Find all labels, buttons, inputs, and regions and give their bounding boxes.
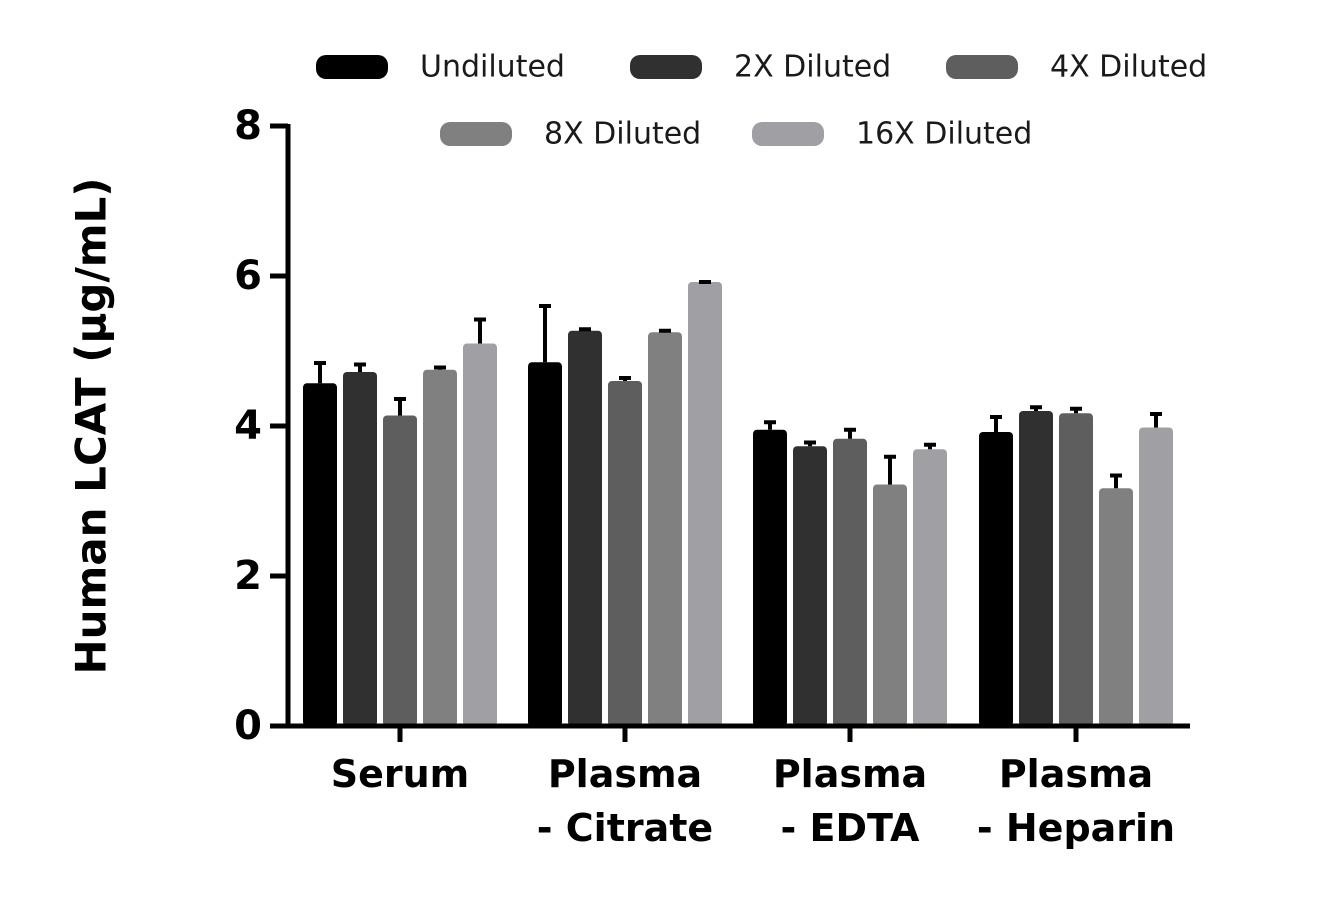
legend-label: 16X Diluted — [856, 117, 1032, 152]
bar — [343, 372, 377, 726]
bar — [833, 438, 867, 726]
bar — [648, 332, 682, 726]
bar — [793, 446, 827, 726]
legend-label: Undiluted — [420, 50, 565, 85]
bar — [568, 330, 602, 726]
legend-swatch — [752, 122, 824, 146]
x-tick-label-line: - Citrate — [537, 806, 713, 850]
bar — [463, 343, 497, 726]
y-tick-label: 8 — [234, 103, 262, 149]
legend-label: 2X Diluted — [734, 50, 891, 85]
bars — [303, 280, 1173, 726]
bar — [1059, 413, 1093, 726]
legend-swatch — [630, 55, 702, 79]
y-tick-label: 0 — [234, 703, 262, 749]
legend-label: 8X Diluted — [544, 117, 701, 152]
x-tick-label-line: - Heparin — [977, 806, 1175, 850]
bar — [979, 432, 1013, 726]
bar — [1139, 427, 1173, 726]
y-tick-label: 4 — [234, 403, 262, 449]
bar — [1099, 488, 1133, 726]
y-axis-label: Human LCAT (μg/mL) — [67, 177, 116, 674]
bar — [423, 369, 457, 726]
bar — [303, 383, 337, 726]
x-tick-label-line: Serum — [331, 752, 470, 796]
x-tick-label-line: Plasma — [999, 752, 1153, 796]
bar — [873, 484, 907, 726]
bar — [608, 381, 642, 726]
x-tick-label: Serum — [331, 752, 470, 796]
legend-swatch — [440, 122, 512, 146]
bar — [528, 362, 562, 726]
legend-label: 4X Diluted — [1050, 50, 1207, 85]
legend: Undiluted 2X Diluted 4X Diluted 8X Diluted 1… — [316, 50, 1207, 152]
y-tick-label: 2 — [234, 553, 262, 599]
x-tick-label: Plasma - EDTA — [773, 752, 927, 850]
y-tick-label: 6 — [234, 253, 262, 299]
x-tick-label-line: - EDTA — [781, 806, 920, 850]
x-tick-label: Plasma - Heparin — [977, 752, 1175, 850]
bar — [1019, 411, 1053, 726]
x-tick-label-line: Plasma — [773, 752, 927, 796]
bar — [383, 415, 417, 726]
x-tick-label-line: Plasma — [548, 752, 702, 796]
legend-swatch — [316, 55, 388, 79]
bar — [688, 282, 722, 726]
legend-swatch — [946, 55, 1018, 79]
bar — [753, 429, 787, 726]
x-tick-label: Plasma - Citrate — [537, 752, 713, 850]
bar — [913, 449, 947, 726]
